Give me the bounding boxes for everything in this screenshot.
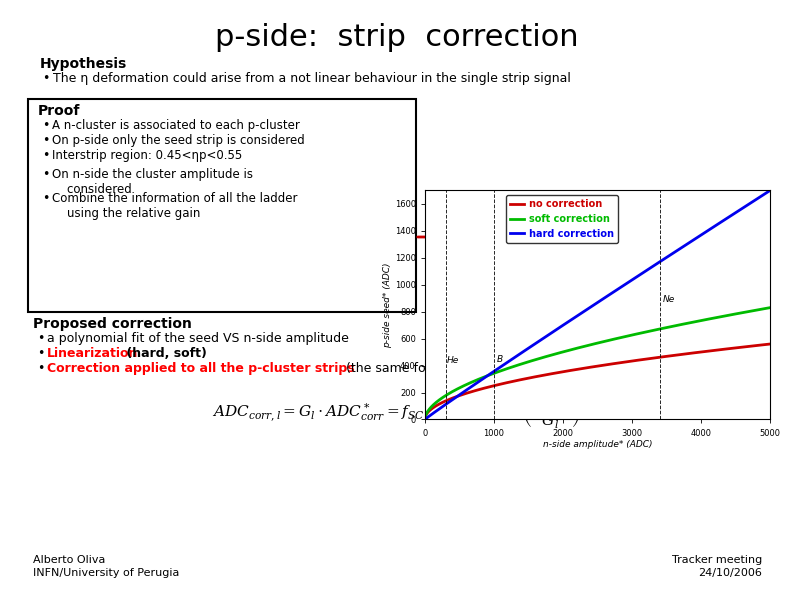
Text: Proposed correction: Proposed correction xyxy=(33,317,192,331)
Text: Combine the information of all the ladder
    using the relative gain: Combine the information of all the ladde… xyxy=(52,192,298,220)
Text: •: • xyxy=(37,332,44,345)
Text: Proof: Proof xyxy=(38,104,80,118)
X-axis label: n-side amplitude* (ADC): n-side amplitude* (ADC) xyxy=(543,440,652,449)
Text: •: • xyxy=(37,347,44,360)
Text: $ADC_{corr,l} = G_l \cdot ADC^*_{corr} = f_{SC}(ADC^*) = f_{SC}\left(\dfrac{ADC_: $ADC_{corr,l} = G_l \cdot ADC^*_{corr} =… xyxy=(213,393,581,430)
Text: The η deformation could arise from a not linear behaviour in the single strip si: The η deformation could arise from a not… xyxy=(53,72,571,85)
Text: •: • xyxy=(42,149,49,162)
Text: •: • xyxy=(42,119,49,132)
Text: •: • xyxy=(42,134,49,147)
Text: 24/10/2006: 24/10/2006 xyxy=(698,568,762,578)
Text: •: • xyxy=(42,192,49,205)
Text: Alberto Oliva: Alberto Oliva xyxy=(33,555,106,565)
Text: Correction applied to all the p-cluster strips: Correction applied to all the p-cluster … xyxy=(47,362,355,375)
Y-axis label: p-side seed* (ADC): p-side seed* (ADC) xyxy=(383,262,392,347)
Legend: no correction, soft correction, hard correction: no correction, soft correction, hard cor… xyxy=(506,195,618,243)
FancyBboxPatch shape xyxy=(28,99,416,312)
Text: Hypothesis: Hypothesis xyxy=(40,57,127,71)
Text: On p-side only the seed strip is considered: On p-side only the seed strip is conside… xyxy=(52,134,305,147)
Text: On n-side the cluster amplitude is
    considered: On n-side the cluster amplitude is consi… xyxy=(52,168,253,196)
Text: p-side:  strip  correction: p-side: strip correction xyxy=(215,23,579,52)
Text: B: B xyxy=(496,355,503,364)
Text: (hard, soft): (hard, soft) xyxy=(122,347,207,360)
Text: Tracker meeting: Tracker meeting xyxy=(672,555,762,565)
Text: Ne: Ne xyxy=(663,295,676,304)
Text: He: He xyxy=(446,356,459,365)
Text: •: • xyxy=(42,72,49,85)
Text: •: • xyxy=(42,168,49,181)
Text: (the same for all the ladders): (the same for all the ladders) xyxy=(342,362,530,375)
Text: Interstrip region: 0.45<ηp<0.55: Interstrip region: 0.45<ηp<0.55 xyxy=(52,149,242,162)
Text: Linearization: Linearization xyxy=(47,347,138,360)
Text: INFN/University of Perugia: INFN/University of Perugia xyxy=(33,568,179,578)
Text: •: • xyxy=(37,362,44,375)
Text: a polynomial fit of the seed VS n-side amplitude: a polynomial fit of the seed VS n-side a… xyxy=(47,332,349,345)
Text: A n-cluster is associated to each p-cluster: A n-cluster is associated to each p-clus… xyxy=(52,119,300,132)
